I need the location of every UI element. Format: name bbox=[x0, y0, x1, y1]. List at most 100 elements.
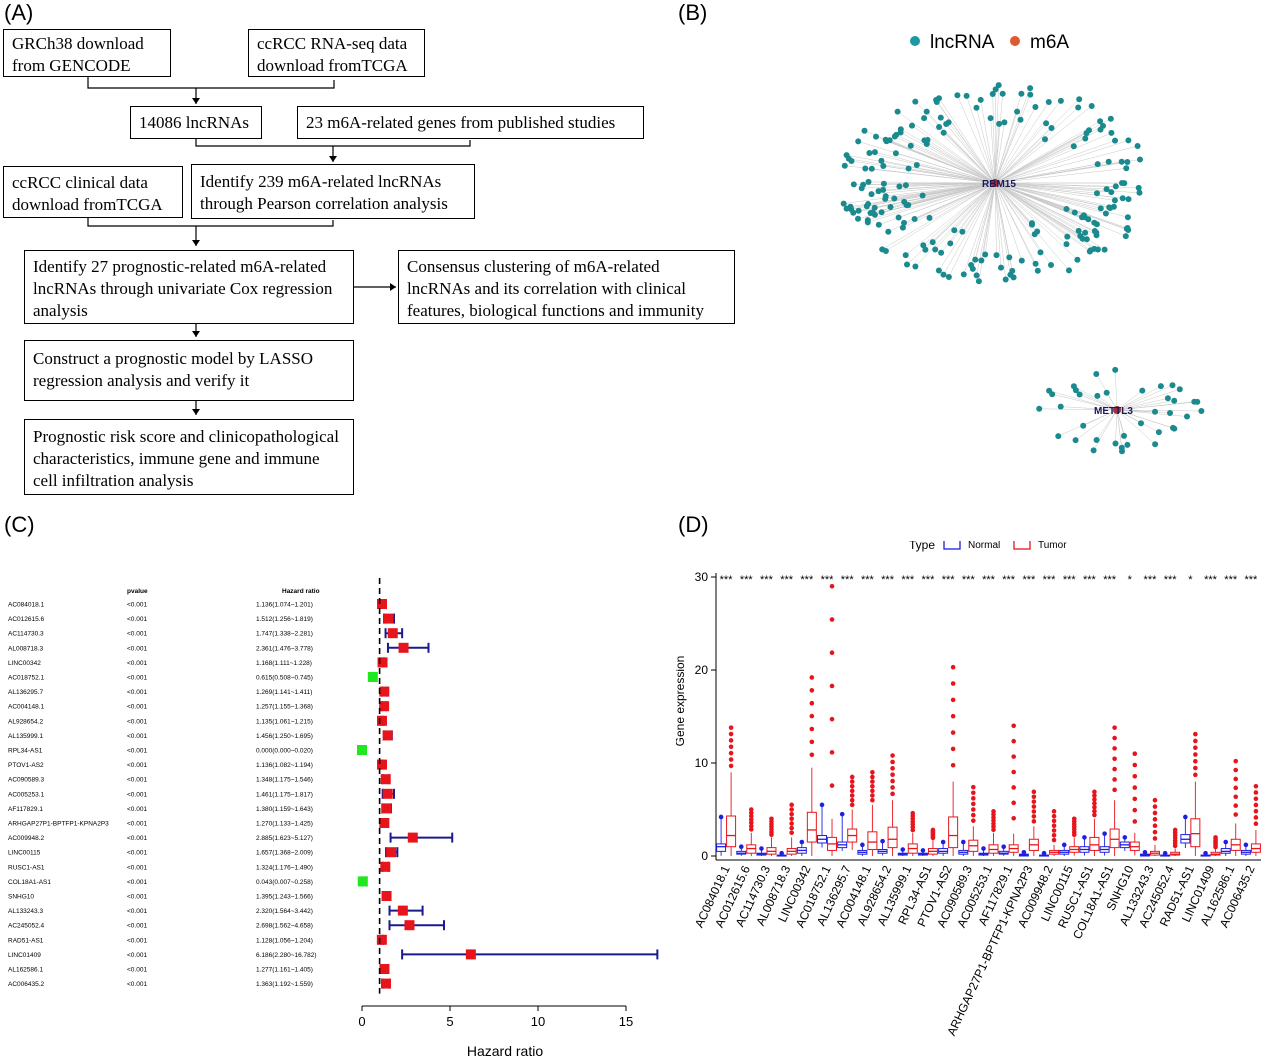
forest-hr-marker bbox=[379, 701, 390, 712]
network-edge bbox=[994, 182, 1115, 201]
lncrna-node bbox=[901, 219, 907, 226]
lncrna-node bbox=[1043, 120, 1050, 127]
tumor-outlier bbox=[991, 809, 996, 814]
significance-label: *** bbox=[780, 574, 794, 586]
normal-outlier bbox=[900, 847, 906, 852]
lncrna-node bbox=[868, 165, 875, 172]
lncrna-node bbox=[878, 209, 885, 216]
forest-gene-label: AC018752.1 bbox=[8, 675, 45, 682]
tumor-outlier bbox=[1152, 817, 1158, 822]
lncrna-node bbox=[1094, 190, 1100, 197]
lncrna-node bbox=[969, 265, 976, 272]
lncrna-node bbox=[865, 178, 872, 185]
forest-marks: 0 5 10 15 bbox=[357, 578, 659, 1029]
lncrna-node bbox=[882, 195, 889, 202]
tumor-box bbox=[887, 826, 898, 849]
significance-label: *** bbox=[861, 574, 875, 586]
legend-tumor-label: Tumor bbox=[1038, 541, 1067, 551]
lncrna-node bbox=[1083, 130, 1090, 137]
lncrna-node bbox=[954, 92, 961, 99]
forest-gene-label: AC245052.4 bbox=[8, 923, 45, 930]
tumor-outlier bbox=[1132, 819, 1138, 824]
tumor-outlier bbox=[1051, 809, 1057, 814]
tumor-outlier bbox=[1233, 767, 1239, 773]
tumor-outlier bbox=[1233, 803, 1239, 808]
box-y-tick-label: 20 bbox=[695, 663, 709, 677]
lncrna-node bbox=[1112, 183, 1119, 190]
normal-outlier bbox=[839, 811, 845, 817]
network-edge bbox=[938, 126, 996, 184]
network-edge bbox=[994, 182, 1106, 214]
network-edge bbox=[994, 182, 1091, 251]
significance-label: *** bbox=[1043, 574, 1057, 586]
network-edge bbox=[1097, 395, 1118, 411]
tumor-outlier bbox=[829, 716, 835, 722]
network-edge bbox=[1115, 409, 1118, 444]
forest-hr-marker bbox=[379, 818, 390, 828]
lncrna-node bbox=[1164, 395, 1171, 402]
tumor-box bbox=[806, 811, 817, 843]
tumor-box bbox=[1109, 828, 1120, 849]
flow-text: download fromTCGA bbox=[12, 195, 163, 214]
normal-box bbox=[716, 843, 727, 852]
network-edge bbox=[875, 136, 996, 184]
network-edge bbox=[935, 99, 996, 184]
forest-hr-text: 2.698(1.562~4.658) bbox=[256, 923, 313, 930]
flow-box-identify239: Identify 239 m6A-related lncRNAs through… bbox=[191, 164, 475, 219]
significance-label: *** bbox=[962, 574, 976, 586]
tumor-outlier bbox=[1112, 756, 1117, 762]
network-edge bbox=[994, 182, 1081, 237]
normal-outlier bbox=[1183, 814, 1188, 820]
normal-box bbox=[796, 847, 807, 854]
lncrna-node bbox=[885, 228, 892, 235]
tumor-outlier bbox=[748, 820, 754, 826]
flow-text: regression analysis and verify it bbox=[33, 371, 250, 390]
network-edge bbox=[1116, 388, 1180, 411]
lncrna-node bbox=[919, 192, 926, 199]
forest-hr-marker bbox=[357, 876, 368, 887]
tumor-outlier bbox=[1193, 745, 1198, 751]
tumor-outlier bbox=[1092, 793, 1097, 798]
lncrna-node bbox=[1070, 143, 1077, 150]
lncrna-node bbox=[1123, 165, 1130, 172]
lncrna-node bbox=[1055, 433, 1062, 440]
network-edge bbox=[1116, 409, 1156, 445]
lncrna-node bbox=[1085, 216, 1092, 223]
tumor-outlier bbox=[1031, 804, 1037, 809]
network-edge bbox=[994, 161, 1109, 184]
network-edge bbox=[871, 182, 996, 195]
forest-gene-label: AC004148.1 bbox=[8, 704, 45, 711]
lncrna-node bbox=[1093, 371, 1100, 377]
forest-hr-text: 2.885(1.623~5.127) bbox=[256, 835, 313, 842]
network-edge bbox=[923, 182, 996, 246]
lncrna-node bbox=[1082, 135, 1089, 142]
lncrna-node bbox=[960, 271, 967, 278]
lncrna-node bbox=[996, 120, 1003, 127]
network-edge bbox=[994, 182, 1035, 235]
tumor-outlier bbox=[1132, 762, 1138, 768]
lncrna-node bbox=[847, 203, 854, 210]
flow-text: GRCh38 download bbox=[12, 34, 144, 53]
lncrna-node bbox=[1076, 96, 1083, 103]
tumor-outlier bbox=[950, 697, 956, 703]
network-edge bbox=[869, 152, 996, 184]
forest-pvalue: <0.001 bbox=[127, 616, 147, 623]
lncrna-node bbox=[902, 182, 909, 189]
tumor-outlier bbox=[809, 726, 815, 732]
network-edge bbox=[948, 182, 996, 278]
lncrna-node bbox=[1111, 197, 1118, 204]
forest-hr-text: 1.512(1.256~1.819) bbox=[256, 616, 313, 623]
network-edge bbox=[994, 182, 1033, 225]
tumor-outlier bbox=[809, 752, 815, 758]
legend-lncrna-label: lncRNA bbox=[930, 32, 995, 53]
lncrna-node bbox=[840, 200, 847, 207]
network-edge bbox=[924, 140, 996, 184]
network-edge bbox=[1079, 394, 1118, 411]
tumor-outlier bbox=[1152, 804, 1158, 809]
network-edge bbox=[902, 182, 996, 228]
forest-gene-label: COL18A1-AS1 bbox=[8, 879, 51, 886]
lncrna-node bbox=[987, 115, 994, 122]
forest-hr-marker bbox=[379, 964, 390, 974]
flow-text: from GENCODE bbox=[12, 56, 131, 75]
lncrna-node bbox=[891, 133, 898, 140]
